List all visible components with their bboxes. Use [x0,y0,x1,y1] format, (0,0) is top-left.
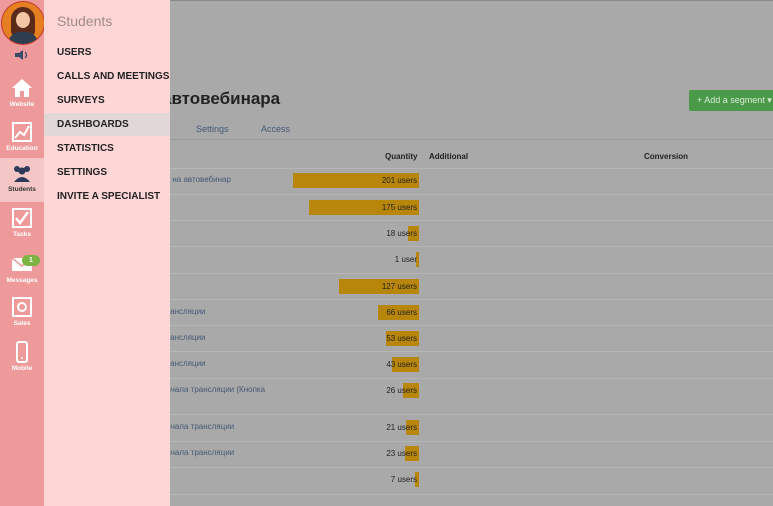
users-icon [14,166,30,182]
row-divider [170,441,773,442]
menu-item-users[interactable]: USERS [57,47,92,58]
quantity-bar [339,279,419,294]
row-divider [170,378,773,379]
row-divider [170,325,773,326]
row-label[interactable]: начала трансляции [162,422,235,431]
rail-item-label: Sales [13,320,31,327]
rail-item-education[interactable]: Education [0,117,44,161]
rail-item-label: Tasks [13,231,31,238]
icon-rail: Website Education Students Tasks 1 Messa… [0,0,45,506]
quantity-bar [293,173,419,188]
row-divider [170,467,773,468]
add-segment-button[interactable]: + Add a segment ▾ [689,90,773,111]
column-header-conversion: Conversion [644,152,689,161]
header-divider [170,168,773,169]
rail-item-messages[interactable]: 1 Messages [0,249,44,293]
unread-badge: 1 [22,255,40,266]
chart-icon [12,122,32,142]
tab-settings[interactable]: Settings [196,124,229,134]
row-divider [170,273,773,274]
quantity-value[interactable]: 43 users [386,360,417,369]
row-divider [170,414,773,415]
column-header-quantity: Quantity [385,152,418,161]
quantity-value[interactable]: 53 users [386,334,417,343]
rail-item-website[interactable]: Website [0,73,44,117]
rail-item-label: Students [8,186,36,193]
rail-item-sales[interactable]: Sales [0,292,44,336]
row-divider [170,299,773,300]
quantity-bar [406,420,419,435]
home-icon [12,79,32,97]
row-label[interactable]: начала трансляции [162,448,235,457]
rail-item-label: Messages [6,277,38,284]
rail-item-tasks[interactable]: Tasks [0,203,44,247]
rail-item-label: Website [9,101,35,108]
row-label[interactable]: сь на автовебинар [162,175,231,184]
row-divider [170,494,773,495]
quantity-bar [408,226,419,241]
menu-item-calls-and-meetings[interactable]: CALLS AND MEETINGS [57,71,170,82]
rail-item-label: Mobile [11,365,33,372]
menu-item-invite-a-specialist[interactable]: INVITE A SPECIALIST [57,191,161,202]
quantity-value[interactable]: 201 users [381,176,417,185]
row-divider [170,246,773,247]
tabs-divider [170,139,773,140]
quantity-bar [309,200,419,215]
safe-icon [12,297,32,317]
checkbox-icon [12,208,32,228]
quantity-bar [403,383,419,398]
quantity-value[interactable]: 1 user [394,255,417,264]
menu-item-surveys[interactable]: SURVEYS [57,95,105,106]
quantity-bar [378,305,419,320]
quantity-bar [415,472,419,487]
quantity-value[interactable]: 23 users [386,449,417,458]
row-label[interactable]: трансляции [162,359,206,368]
row-label[interactable]: трансляции [162,333,206,342]
quantity-value[interactable]: 175 users [381,203,417,212]
rail-item-label: Education [6,145,38,152]
speaker-icon[interactable] [14,49,30,61]
menu-item-dashboards[interactable]: DASHBOARDS [44,113,170,136]
menu-item-statistics[interactable]: STATISTICS [57,143,114,154]
column-header-additional: Additional [429,152,469,161]
quantity-bar [392,357,419,372]
quantity-value[interactable]: 21 users [386,423,417,432]
rail-item-mobile[interactable]: Mobile [0,337,44,381]
quantity-bar [386,331,419,346]
quantity-value[interactable]: 18 users [386,229,417,238]
row-divider [170,351,773,352]
avatar[interactable] [1,1,45,45]
rail-item-students[interactable]: Students [0,158,44,202]
quantity-value[interactable]: 7 users [390,475,417,484]
quantity-value[interactable]: 26 users [386,386,417,395]
row-label[interactable]: начала трансляции (Кнопка [162,385,266,394]
phone-icon [16,341,28,363]
row-divider [170,194,773,195]
quantity-bar [416,252,419,267]
row-label[interactable]: трансляции [162,307,206,316]
quantity-bar [405,446,419,461]
submenu-title: Students [57,13,113,29]
quantity-value[interactable]: 66 users [386,308,417,317]
students-submenu: Students USERS CALLS AND MEETINGS SURVEY… [44,0,170,506]
top-border [0,0,773,1]
tab-access[interactable]: Access [261,124,291,134]
row-divider [170,220,773,221]
menu-item-settings[interactable]: SETTINGS [57,167,108,178]
quantity-value[interactable]: 127 users [381,282,417,291]
page-title: автовебинара [162,89,281,108]
